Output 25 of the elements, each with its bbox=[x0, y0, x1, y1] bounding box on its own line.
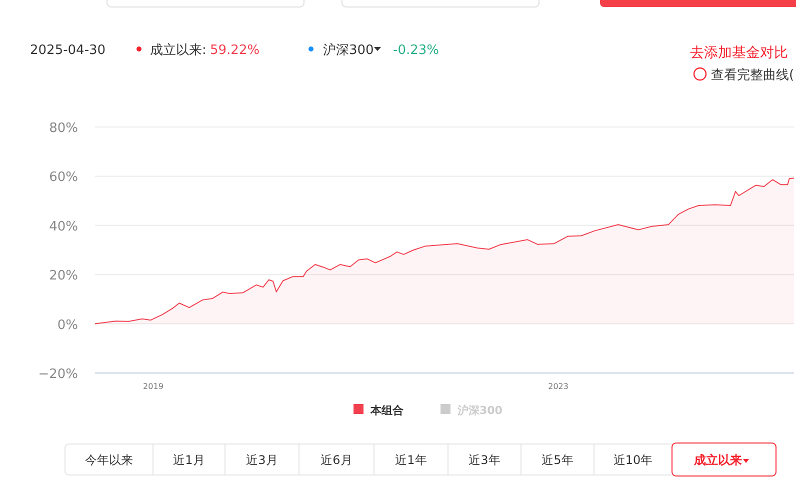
text: 近1年 bbox=[395, 453, 427, 467]
y-tick-label: 0% bbox=[57, 318, 78, 333]
text: 近6月 bbox=[320, 453, 352, 467]
y-tick-label: −20% bbox=[38, 367, 78, 382]
text: 今年以来 bbox=[85, 453, 133, 467]
text: -0.23% bbox=[393, 43, 439, 58]
y-tick-label: 40% bbox=[49, 219, 78, 234]
y-tick-label: 20% bbox=[49, 268, 78, 284]
text: 近5年 bbox=[542, 453, 574, 467]
y-tick-label: 80% bbox=[49, 121, 78, 136]
text: 成立以来: bbox=[150, 42, 206, 58]
text: 查看完整曲线( bbox=[711, 67, 794, 83]
text: 近1月 bbox=[173, 453, 205, 467]
text: 近3年 bbox=[468, 453, 500, 467]
x-tick-label: 2019 bbox=[143, 382, 164, 391]
text: 2025-04-30 bbox=[30, 43, 106, 58]
text: 成立以来 bbox=[693, 453, 742, 467]
text: 近10年 bbox=[613, 453, 653, 467]
x-tick-label: 2023 bbox=[548, 382, 568, 391]
text: 近3月 bbox=[246, 453, 278, 467]
y-tick-label: 60% bbox=[49, 170, 78, 186]
legend-label: 本组合 bbox=[370, 404, 404, 417]
text: 沪深300 bbox=[323, 42, 374, 58]
text: 59.22% bbox=[210, 43, 260, 58]
text: 去添加基金对比 bbox=[690, 45, 788, 61]
